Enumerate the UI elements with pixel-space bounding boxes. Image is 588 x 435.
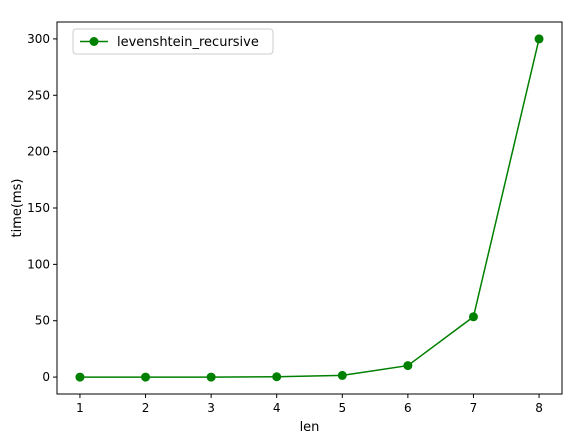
y-tick-label: 250 xyxy=(27,88,50,102)
x-tick-label: 1 xyxy=(76,401,84,415)
y-tick-label: 300 xyxy=(27,32,50,46)
data-point xyxy=(206,372,216,382)
x-tick-label: 7 xyxy=(470,401,478,415)
y-axis-ticks: 0 50 100 150 200 250 300 xyxy=(27,32,57,384)
y-tick-label: 0 xyxy=(42,370,50,384)
series-layer xyxy=(75,34,544,382)
y-axis-label: time(ms) xyxy=(10,179,25,238)
legend-box xyxy=(72,28,274,55)
x-axis-ticks: 1 2 3 4 5 6 7 8 xyxy=(76,394,543,415)
x-tick-label: 4 xyxy=(273,401,281,415)
data-point xyxy=(337,370,347,380)
data-point xyxy=(272,372,282,382)
x-tick-label: 3 xyxy=(207,401,215,415)
data-point xyxy=(141,372,151,382)
legend-marker-swatch xyxy=(89,37,99,46)
x-tick-label: 5 xyxy=(338,401,346,415)
data-point xyxy=(468,312,478,322)
data-point xyxy=(75,372,85,382)
series-line xyxy=(79,38,540,378)
y-tick-label: 50 xyxy=(35,314,50,328)
y-tick-label: 150 xyxy=(27,201,50,215)
x-axis-label: len xyxy=(300,420,320,435)
axes-frame xyxy=(56,21,563,395)
y-tick-label: 100 xyxy=(27,257,50,271)
data-point xyxy=(534,34,544,44)
x-tick-label: 6 xyxy=(404,401,412,415)
data-point xyxy=(403,361,413,371)
x-tick-label: 8 xyxy=(535,401,543,415)
legend: levenshtein_recursive xyxy=(72,28,274,55)
legend-entry-label: levenshtein_recursive xyxy=(117,35,259,50)
y-tick-label: 200 xyxy=(27,145,50,159)
x-tick-label: 2 xyxy=(142,401,150,415)
